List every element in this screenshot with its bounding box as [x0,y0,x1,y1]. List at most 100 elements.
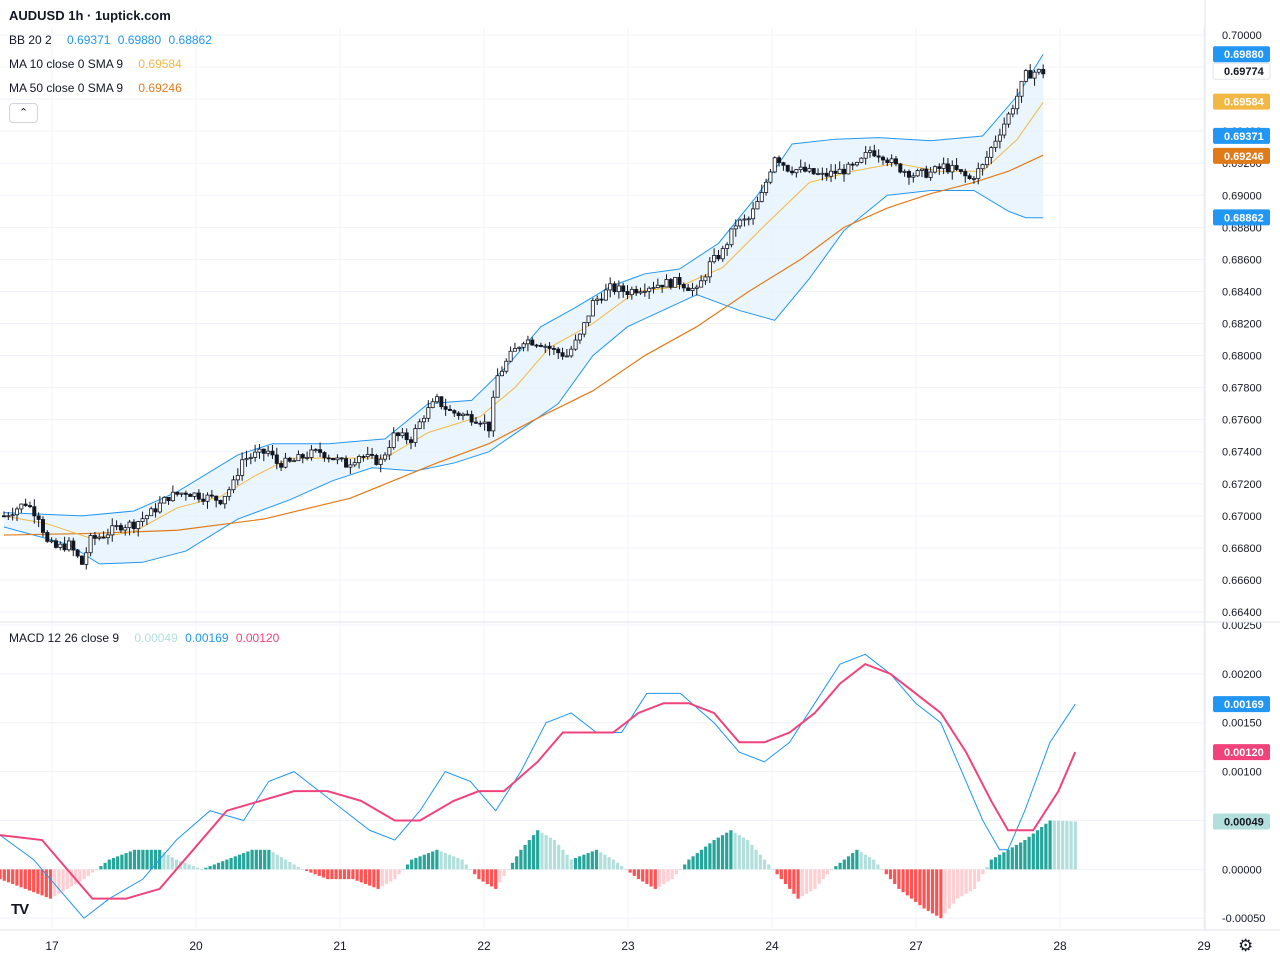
candle-body [452,410,457,414]
ma50-legend[interactable]: MA 50 close 0 SMA 9 0.69246 [9,81,186,95]
macd-histogram-bar [783,869,788,885]
candle-body [1002,123,1007,136]
candle-body [768,171,773,183]
candle-body [590,300,595,317]
macd-histogram-bar [985,866,989,870]
candle-body [140,518,145,522]
candle-body [357,456,362,464]
price-axis-tick-label: 0.67800 [1222,383,1262,395]
ma10-line [3,102,1044,539]
macd-histogram-bar [456,857,460,870]
macd-histogram-bar [32,869,36,893]
macd-histogram-bar [1006,849,1010,870]
candle-body [283,457,288,468]
macd-legend[interactable]: MACD 12 26 close 9 0.00049 0.00169 0.001… [9,631,283,645]
candle-body [807,168,812,172]
macd-histogram-bar [720,835,725,870]
macd-histogram-bar [842,859,846,870]
macd-histogram-bar [846,856,851,870]
macd-histogram-bar [242,853,246,870]
candle-body [266,450,271,454]
macd-histogram-bar [69,869,74,887]
ma10-legend[interactable]: MA 10 close 0 SMA 9 0.69584 [9,57,186,71]
macd-histogram-bar [233,856,237,870]
macd-histogram-bar [1027,836,1031,870]
macd-histogram-bar [569,859,573,870]
macd-histogram-bar [825,869,830,875]
candle-body [569,348,574,357]
candle-body [1019,80,1024,97]
macd-histogram-bar [401,869,405,871]
macd-histogram-bar [817,869,821,885]
macd-histogram-bar [208,866,212,870]
candle-body [478,422,483,425]
macd-histogram-bar [296,866,300,870]
candle-body [101,536,106,539]
price-axis-tick-label: 0.69000 [1222,190,1262,202]
macd-histogram-bar [279,857,284,870]
candle-body [188,493,193,497]
macd-histogram-bar [27,869,32,891]
macd-histogram-bar [78,869,82,882]
macd-histogram-bar [972,869,977,889]
chart-title: AUDUSD 1h · 1uptick.com [9,8,171,23]
candle-body [997,134,1002,142]
price-label-box [1213,209,1270,226]
macd-histogram-bar [859,852,863,870]
candle-body [383,454,388,460]
macd-histogram-bar [536,830,540,870]
candle-body [45,532,50,542]
candle-body [911,175,916,178]
candle-body [612,283,617,293]
candle-body [75,549,80,557]
macd-histogram-bar [523,844,527,870]
candle-body [387,447,392,456]
bb-legend[interactable]: BB 20 2 0.69371 0.69880 0.68862 [9,33,216,47]
candle-body [292,460,297,463]
candle-body [794,169,799,174]
candle-body [157,502,162,513]
price-axis-tick-label: 0.66600 [1222,575,1262,587]
macd-histogram-bar [863,854,867,870]
macd-histogram-bar [922,869,926,909]
collapse-legend-button[interactable]: ⌃ [9,103,38,123]
candle-body [460,413,465,417]
macd-histogram-bar [930,869,935,914]
macd-histogram-bar [943,869,947,914]
candle-body [309,449,314,458]
candle-body [482,421,487,425]
candle-body [434,396,439,403]
macd-histogram-bar [666,869,670,882]
macd-histogram-bar [477,869,481,880]
macd-histogram-bar [775,869,779,875]
tradingview-logo-icon[interactable]: TV [11,901,29,918]
macd-histogram-bar [531,835,536,870]
bb-label: BB 20 2 [9,33,52,47]
macd-histogram-bar [1035,830,1040,870]
candle-body [850,163,855,166]
price-label-box [1213,147,1270,164]
candle-body [742,218,747,221]
candle-body [97,536,102,539]
time-axis-tick-label: 24 [765,939,779,953]
macd-histogram-bar [128,851,132,870]
macd-histogram-bar [540,832,544,870]
candle-body [248,456,253,459]
macd-histogram-bar [452,856,456,870]
macd-histogram-bar [792,869,796,894]
macd-histogram-bar [351,869,355,880]
macd-histogram-bar [683,864,687,870]
gear-icon[interactable]: ⚙ [1238,936,1254,955]
macd-histogram-bar [1040,827,1044,870]
macd-histogram-bar [292,864,296,870]
candle-body [937,166,942,169]
macd-histogram-bar [23,869,27,889]
candle-body [932,166,937,173]
candle-body [409,439,414,443]
candle-body [391,432,396,448]
macd-histogram-bar [1023,840,1027,870]
price-label-box [1213,93,1270,110]
macd-histogram-bar [191,866,195,870]
macd-histogram-bar [670,869,674,880]
